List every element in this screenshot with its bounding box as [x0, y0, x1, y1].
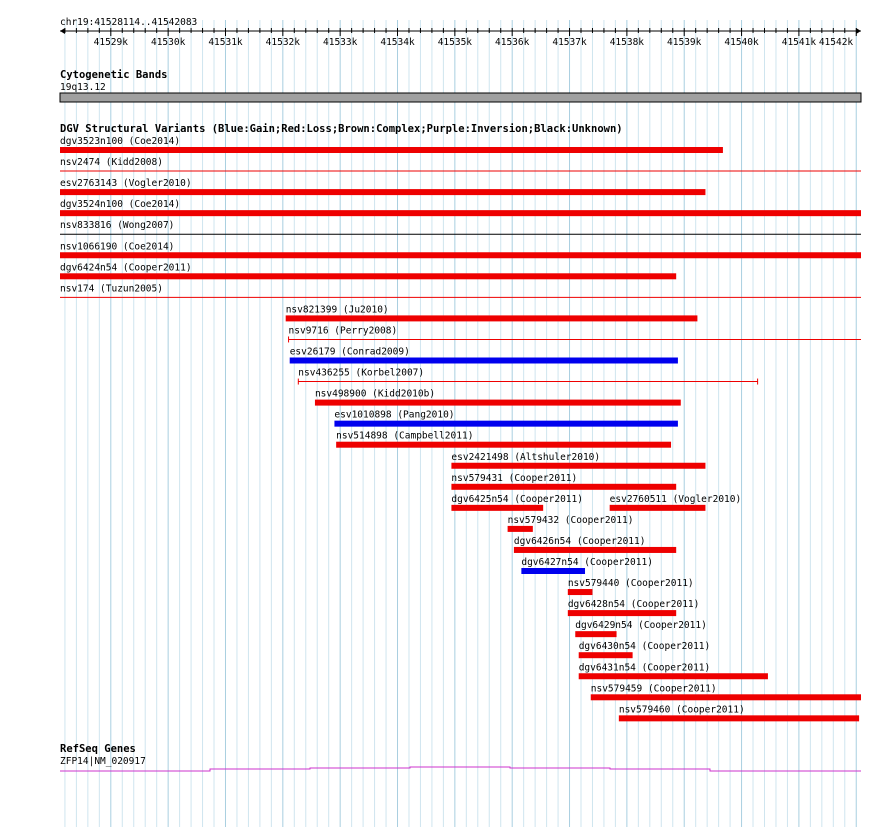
refseq-track[interactable]: RefSeq Genes ZFP14|NM_020917 [60, 743, 861, 772]
dgv-feature-label: esv2421498 (Altshuler2010) [451, 452, 600, 463]
dgv-track[interactable]: DGV Structural Variants (Blue:Gain;Red:L… [60, 123, 861, 722]
dgv-feature-label: nsv821399 (Ju2010) [286, 304, 389, 315]
dgv-feature-label: nsv436255 (Korbel2007) [298, 368, 424, 379]
dgv-feature-label: esv26179 (Conrad2009) [290, 347, 410, 358]
dgv-feature-bar[interactable] [289, 357, 678, 364]
dgv-feature-label: esv1010898 (Pang2010) [334, 410, 454, 421]
dgv-feature-label: dgv6425n54 (Cooper2011) [451, 494, 583, 505]
dgv-feature-bar[interactable] [60, 273, 677, 280]
dgv-feature-label: dgv3524n100 (Coe2014) [60, 199, 180, 210]
dgv-feature-label: esv2763143 (Vogler2010) [60, 178, 192, 189]
ruler-right-arrow [856, 28, 861, 34]
dgv-feature-bar[interactable] [336, 441, 672, 448]
dgv-feature-label: nsv579440 (Cooper2011) [568, 578, 694, 589]
dgv-feature-label: dgv3523n100 (Coe2014) [60, 136, 180, 147]
ruler-title: chr19:41528114..41542083 [60, 17, 197, 28]
dgv-features: dgv3523n100 (Coe2014) nsv2474 (Kidd2008) e… [60, 136, 861, 722]
dgv-feature-label: nsv579431 (Cooper2011) [451, 473, 577, 484]
ruler-tick-label: 41535k [438, 37, 473, 48]
refseq-gene-zfp14[interactable] [60, 766, 861, 772]
ruler-left-arrow [60, 28, 65, 34]
dgv-feature-label: nsv1066190 (Coe2014) [60, 241, 174, 252]
dgv-feature-bar[interactable] [60, 189, 706, 196]
ruler-ticks: 41529k 41530k 41531k 41532k 41533k 41534k 4153… [64, 28, 857, 48]
dgv-feature-bar[interactable] [609, 504, 706, 511]
dgv-feature-label: nsv498900 (Kidd2010b) [315, 389, 435, 400]
dgv-feature-label: dgv6431n54 (Cooper2011) [579, 662, 711, 673]
refseq-gene-label: ZFP14|NM_020917 [60, 756, 146, 767]
ruler-tick-label: 41529k [94, 37, 129, 48]
dgv-feature-label: nsv174 (Tuzun2005) [60, 283, 163, 294]
cytoband-track-title: Cytogenetic Bands [60, 69, 167, 81]
ruler-tick-label: 41538k [610, 37, 645, 48]
refseq-track-title: RefSeq Genes [60, 743, 136, 755]
dgv-feature-bar[interactable] [285, 315, 698, 322]
dgv-feature-bar[interactable] [575, 631, 617, 638]
dgv-feature-label: nsv579432 (Cooper2011) [508, 515, 634, 526]
ruler-tick-label: 41541k [782, 37, 817, 48]
dgv-feature-bar[interactable] [451, 462, 706, 469]
dgv-feature-label: dgv6429n54 (Cooper2011) [575, 620, 707, 631]
dgv-feature-label: nsv9716 (Perry2008) [289, 325, 398, 336]
dgv-feature-label: dgv6430n54 (Cooper2011) [579, 641, 711, 652]
ruler-tick-label: 41537k [552, 37, 587, 48]
dgv-feature-label: dgv6424n54 (Cooper2011) [60, 262, 192, 273]
ruler-tick-label: 41534k [380, 37, 415, 48]
ruler-tick-label: 41540k [724, 37, 759, 48]
dgv-feature-bar[interactable] [334, 420, 678, 427]
ruler-tick-label: 41542k [819, 37, 854, 48]
dgv-feature-bar[interactable] [451, 483, 677, 490]
ruler-tick-label: 41532k [266, 37, 301, 48]
dgv-feature-bar[interactable] [314, 399, 681, 406]
cytoband-track[interactable]: Cytogenetic Bands 19q13.12 [59, 69, 862, 103]
dgv-feature-bar[interactable] [513, 546, 677, 553]
ruler-tick-label: 41539k [667, 37, 702, 48]
dgv-feature-bar[interactable] [60, 252, 861, 259]
dgv-feature-label: dgv6427n54 (Cooper2011) [521, 557, 653, 568]
cytoband-band-19q13-12[interactable] [59, 92, 862, 103]
dgv-feature-label: nsv579459 (Cooper2011) [591, 683, 717, 694]
dgv-feature-bar[interactable] [451, 504, 544, 511]
ruler-tick-label: 41530k [151, 37, 186, 48]
dgv-feature-bar[interactable] [567, 610, 677, 617]
dgv-feature-bar[interactable] [567, 589, 593, 596]
dgv-feature-bar[interactable] [507, 525, 533, 532]
ruler-tick-label: 41533k [323, 37, 358, 48]
dgv-feature-label: esv2760511 (Vogler2010) [610, 494, 742, 505]
dgv-feature-label: nsv579460 (Cooper2011) [619, 704, 745, 715]
dgv-feature-label: nsv833816 (Wong2007) [60, 220, 174, 231]
dgv-feature-bar[interactable] [578, 673, 768, 680]
cytoband-band-label: 19q13.12 [60, 82, 106, 93]
dgv-feature-bar[interactable] [60, 210, 861, 217]
dgv-feature-label: nsv2474 (Kidd2008) [60, 157, 163, 168]
dgv-feature-bar[interactable] [578, 652, 633, 659]
ruler-tick-label: 41531k [208, 37, 243, 48]
dgv-feature-label: dgv6426n54 (Cooper2011) [514, 536, 646, 547]
ruler-tick-label: 41536k [495, 37, 530, 48]
dgv-feature-bar[interactable] [590, 694, 861, 701]
dgv-feature-bar[interactable] [60, 147, 723, 153]
dgv-feature-bar[interactable] [618, 715, 860, 722]
grid-lines [64, 20, 857, 827]
dgv-feature-label: nsv514898 (Campbell2011) [336, 431, 473, 442]
ruler-track[interactable]: chr19:41528114..41542083 41529k 41530k 415… [60, 17, 861, 48]
dgv-track-title: DGV Structural Variants (Blue:Gain;Red:L… [60, 123, 623, 135]
dgv-feature-bar[interactable] [521, 568, 586, 574]
dgv-feature-label: dgv6428n54 (Cooper2011) [568, 599, 700, 610]
